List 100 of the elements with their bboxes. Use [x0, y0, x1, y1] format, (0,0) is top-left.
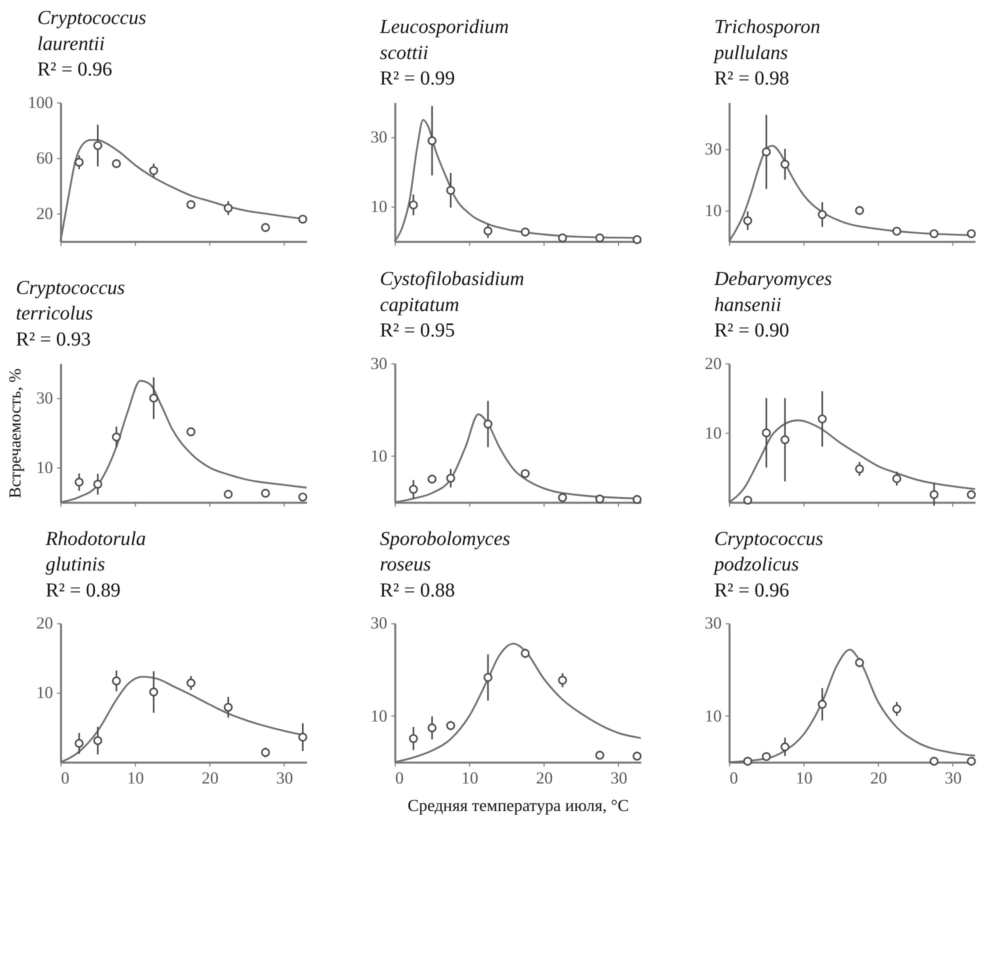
chart-subtitle: R² = 0.90 — [714, 320, 790, 342]
point — [595, 233, 604, 242]
point — [930, 756, 939, 766]
y-tick-label: 10 — [704, 706, 722, 726]
point — [186, 427, 196, 436]
x-axis-title: Средняя температура июля, °C — [408, 796, 629, 816]
y-tick-label: 30 — [704, 614, 722, 633]
point — [558, 676, 567, 685]
point — [632, 752, 642, 761]
y-tick-label: 30 — [704, 139, 722, 158]
point — [408, 734, 418, 744]
x-tick-label: 0 — [730, 768, 738, 788]
point — [595, 494, 604, 504]
point — [743, 756, 752, 766]
x-tick-label: 10 — [127, 768, 144, 788]
point — [428, 136, 437, 146]
point — [966, 490, 976, 500]
chart-title: Sporobolomyces roseus — [380, 528, 511, 576]
point — [484, 226, 492, 236]
y-tick-label: 100 — [28, 92, 54, 112]
y-tick-label: 30 — [36, 388, 54, 408]
y-tick-label: 10 — [704, 423, 722, 442]
x-tick-label: 30 — [944, 768, 962, 788]
point — [558, 493, 567, 502]
point — [186, 678, 196, 688]
y-tick-label: 10 — [704, 200, 722, 220]
point — [446, 721, 456, 730]
point — [112, 676, 121, 686]
point — [966, 756, 976, 766]
y-tick-label: 20 — [36, 204, 54, 224]
chart-title: Debaryomyces hansenii — [713, 268, 832, 316]
point — [484, 420, 492, 428]
point — [298, 214, 308, 224]
y-tick-label: 30 — [370, 354, 388, 373]
point — [298, 492, 308, 502]
chart-title: Cystofilobasidium capitatum — [380, 268, 524, 316]
point — [780, 435, 790, 444]
point — [446, 474, 456, 483]
chart-subtitle: R² = 0.88 — [380, 579, 455, 602]
point — [892, 704, 902, 714]
point — [149, 166, 158, 176]
point — [855, 658, 864, 668]
x-tick-label: 20 — [536, 768, 553, 788]
y-tick-label: 30 — [370, 614, 388, 633]
point — [930, 229, 939, 238]
x-tick-label: 10 — [796, 768, 813, 788]
y-tick-label: 30 — [370, 128, 388, 147]
y-tick-label: 10 — [36, 458, 54, 477]
point — [74, 478, 84, 487]
point — [261, 223, 270, 232]
chart-subtitle: R² = 0.98 — [714, 68, 790, 90]
point — [892, 226, 902, 236]
point — [261, 488, 270, 498]
chart-subtitle: R² = 0.89 — [46, 579, 121, 602]
point — [408, 484, 418, 494]
point — [558, 233, 567, 242]
point — [298, 732, 308, 742]
point — [595, 750, 604, 760]
point — [428, 474, 437, 484]
point — [762, 428, 771, 438]
point — [632, 495, 642, 504]
point — [224, 204, 233, 213]
point — [74, 158, 84, 167]
point — [112, 159, 121, 168]
point — [762, 147, 771, 156]
point — [966, 229, 976, 238]
point — [780, 742, 790, 752]
point — [743, 496, 752, 505]
point — [855, 464, 864, 474]
y-tick-label: 10 — [36, 683, 54, 702]
point — [93, 480, 102, 489]
point — [112, 432, 121, 442]
point — [818, 414, 827, 424]
chart-subtitle: R² = 0.95 — [380, 320, 455, 342]
y-tick-label: 10 — [370, 706, 388, 726]
chart-title: Leucosporidium scottii — [378, 16, 509, 64]
chart-title: Cryptococcus podzolicus — [712, 528, 824, 576]
point — [93, 736, 102, 746]
point — [408, 200, 418, 210]
point — [446, 186, 456, 195]
point — [818, 700, 827, 709]
point — [818, 210, 827, 219]
point — [780, 160, 790, 169]
x-tick-label: 20 — [202, 768, 219, 788]
chart-subtitle: R² = 0.99 — [380, 68, 455, 90]
point — [224, 490, 233, 499]
point — [484, 672, 492, 682]
x-tick-label: 0 — [61, 768, 70, 788]
chart-subtitle: R² = 0.96 — [37, 58, 112, 81]
y-tick-label: 10 — [370, 197, 388, 216]
point — [520, 648, 530, 658]
point — [93, 141, 102, 150]
y-tick-label: 20 — [36, 614, 54, 633]
y-axis-title: Встречаемость, % — [5, 368, 24, 498]
chart-subtitle: R² = 0.93 — [16, 328, 91, 351]
x-tick-label: 10 — [461, 768, 478, 788]
point — [892, 474, 902, 484]
point — [186, 200, 196, 210]
point — [762, 752, 771, 762]
chart-subtitle: R² = 0.96 — [714, 579, 790, 602]
